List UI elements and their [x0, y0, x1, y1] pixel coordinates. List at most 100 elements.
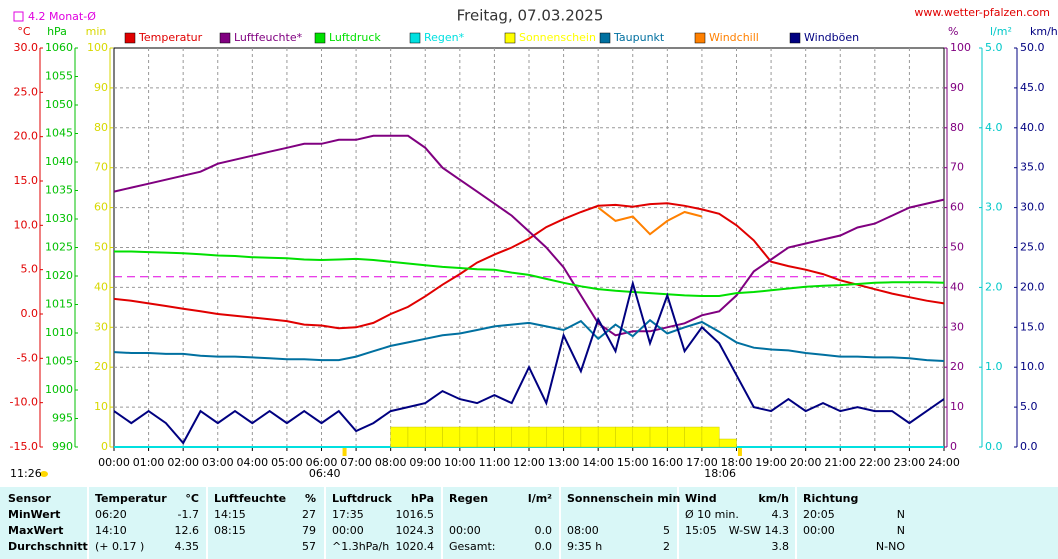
table-cell: 00:00	[449, 524, 481, 537]
y-axis-unit: l/m²	[990, 25, 1012, 38]
sunset-label: 18:06	[704, 467, 736, 480]
table-cell: 4.35	[175, 540, 200, 553]
sunshine-bar	[528, 426, 547, 448]
y-tick-label: 35.0	[1020, 161, 1045, 174]
y-tick-label: 60	[950, 201, 964, 214]
sunshine-bar	[684, 426, 703, 448]
y-tick-label: 80	[950, 121, 964, 134]
table-cell: Gesamt:	[449, 540, 496, 553]
series-line	[113, 202, 945, 330]
y-tick-label: 20	[950, 360, 964, 373]
sunshine-bar	[407, 426, 426, 448]
series-line	[113, 318, 945, 362]
y-tick-label: 1035	[45, 184, 73, 197]
table-cell: 08:00	[567, 524, 599, 537]
x-tick-label: 01:00	[133, 456, 165, 469]
table-cell: 3.8	[772, 540, 790, 553]
legend-label: Taupunkt	[613, 31, 665, 44]
y-tick-label: 0	[101, 440, 108, 453]
x-tick-label: 24:00	[928, 456, 960, 469]
y-axis-unit: km/h	[1030, 25, 1058, 38]
sunshine-bar	[476, 426, 495, 448]
table-cell: 5	[663, 524, 670, 537]
table-cell: Sensor	[8, 492, 51, 505]
sunshine-bar	[632, 426, 651, 448]
y-tick-label: 40.0	[1020, 121, 1045, 134]
y-tick-label: 15.0	[14, 174, 39, 187]
table-cell: Sonnenschein min	[567, 492, 680, 505]
table-cell: (+ 0.17 )	[95, 540, 144, 553]
table-cell: W-SW 14.3	[729, 524, 789, 537]
x-tick-label: 20:00	[790, 456, 822, 469]
y-tick-label: 25.0	[14, 85, 39, 98]
y-tick-label: 10.0	[1020, 360, 1045, 373]
y-tick-label: 20.0	[1020, 280, 1045, 293]
x-tick-label: 19:00	[755, 456, 787, 469]
legend-label: Regen*	[424, 31, 465, 44]
table-cell: 14:15	[214, 508, 246, 521]
x-tick-label: 16:00	[651, 456, 683, 469]
table-cell: MinWert	[8, 508, 60, 521]
table-cell: 4.3	[772, 508, 790, 521]
y-tick-label: 10.0	[14, 218, 39, 231]
y-tick-label: 40	[94, 280, 108, 293]
table-cell: 1016.5	[396, 508, 435, 521]
daylength: 11:26	[10, 467, 42, 480]
table-cell: 14:10	[95, 524, 127, 537]
sunshine-bar	[597, 426, 616, 448]
legend-swatch	[124, 32, 136, 44]
y-tick-label: 5.0	[985, 41, 1003, 54]
table-cell: Temperatur	[95, 492, 167, 505]
x-tick-label: 15:00	[617, 456, 649, 469]
legend-label: Luftfeuchte*	[234, 31, 303, 44]
table-cell: Durchschnitt	[8, 540, 88, 553]
sunshine-bar	[511, 426, 530, 448]
sunshine-bar	[718, 438, 737, 448]
month-avg-icon	[13, 11, 24, 22]
legend-swatch	[219, 32, 231, 44]
y-tick-label: 25.0	[1020, 241, 1045, 254]
legend-swatch	[409, 32, 421, 44]
table-cell: 20:05	[803, 508, 835, 521]
table-cell: 00:00	[803, 524, 835, 537]
table-cell: l/m²	[528, 492, 552, 505]
y-tick-label: 0	[950, 440, 957, 453]
y-tick-label: 70	[94, 161, 108, 174]
website: www.wetter-pfalzen.com	[914, 6, 1050, 19]
x-tick-label: 09:00	[409, 456, 441, 469]
y-tick-label: -15.0	[10, 440, 38, 453]
x-tick-label: 22:00	[859, 456, 891, 469]
legend-label: Sonnenschein	[519, 31, 596, 44]
sunshine-bar	[546, 426, 564, 448]
table-cell: 1024.3	[396, 524, 435, 537]
table-cell: Ø 10 min.	[685, 508, 739, 521]
y-tick-label: 100	[950, 41, 971, 54]
legend-swatch	[789, 32, 801, 44]
y-tick-label: 1020	[45, 269, 73, 282]
y-tick-label: 30.0	[14, 41, 39, 54]
table-cell: N-NO	[876, 540, 905, 553]
y-tick-label: 45.0	[1020, 81, 1045, 94]
legend-label: Windböen	[804, 31, 859, 44]
legend-label: Windchill	[709, 31, 759, 44]
y-tick-label: 1055	[45, 70, 73, 83]
y-tick-label: 15.0	[1020, 320, 1045, 333]
y-tick-label: 70	[950, 161, 964, 174]
sunshine-bar	[580, 426, 599, 448]
chart-title: Freitag, 07.03.2025	[457, 7, 604, 25]
x-tick-label: 04:00	[236, 456, 268, 469]
legend-label: Luftdruck	[329, 31, 381, 44]
series-line	[114, 250, 945, 297]
y-axis-unit: °C	[17, 25, 31, 38]
sunshine-bar	[667, 426, 685, 448]
y-tick-label: 20	[94, 360, 108, 373]
table-cell: 00:00	[332, 524, 364, 537]
y-tick-label: 0.0	[1020, 440, 1038, 453]
table-cell: %	[305, 492, 316, 505]
sunshine-bar	[494, 426, 512, 448]
table-cell: Wind	[685, 492, 717, 505]
sunshine-bar	[563, 426, 582, 448]
table-cell: km/h	[758, 492, 789, 505]
y-tick-label: 995	[52, 412, 73, 425]
